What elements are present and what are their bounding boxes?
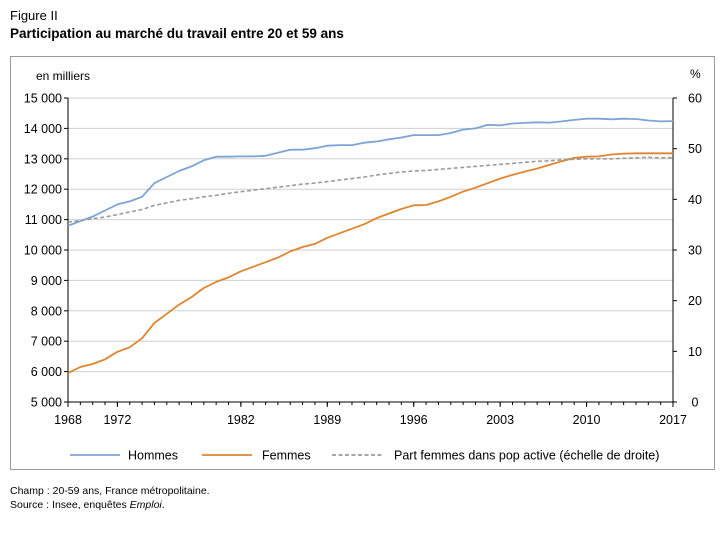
left-tick-label: 9 000 bbox=[31, 274, 62, 288]
x-tick-label: 2017 bbox=[659, 413, 687, 427]
chart-title: Participation au marché du travail entre… bbox=[10, 26, 344, 41]
x-tick-label: 1982 bbox=[227, 413, 255, 427]
right-axis-label: % bbox=[690, 67, 701, 81]
source-prefix: Source : Insee, enquêtes bbox=[10, 499, 130, 511]
source-note: Source : Insee, enquêtes Emploi. bbox=[10, 498, 210, 512]
champ-note: Champ : 20-59 ans, France métropolitaine… bbox=[10, 485, 210, 497]
right-tick-label: 50 bbox=[688, 142, 702, 156]
series-lines bbox=[67, 117, 674, 374]
x-tick-label: 1972 bbox=[103, 413, 131, 427]
left-tick-label: 8 000 bbox=[31, 304, 62, 318]
left-tick-label: 12 000 bbox=[24, 183, 62, 197]
right-tick-label: 30 bbox=[688, 244, 702, 258]
left-tick-label: 5 000 bbox=[31, 396, 62, 410]
notes: Champ : 20-59 ans, France métropolitaine… bbox=[10, 484, 210, 512]
right-tick-label: 0 bbox=[692, 396, 699, 410]
series-femmes-line bbox=[67, 152, 673, 374]
chart-frame bbox=[10, 56, 715, 470]
x-tick-label: 1996 bbox=[400, 413, 428, 427]
legend-label-part: Part femmes dans pop active (échelle de … bbox=[394, 449, 659, 463]
figure-label: Figure II bbox=[10, 8, 58, 23]
x-tick-label: 2010 bbox=[573, 413, 601, 427]
series-part-line bbox=[67, 156, 673, 223]
right-tick-label: 10 bbox=[688, 345, 702, 359]
right-tick-label: 60 bbox=[688, 92, 702, 106]
source-suffix: . bbox=[161, 499, 165, 511]
x-tick-label: 1989 bbox=[313, 413, 341, 427]
left-tick-label: 11 000 bbox=[25, 213, 62, 227]
left-tick-label: 7 000 bbox=[31, 335, 62, 349]
left-tick-label: 10 000 bbox=[24, 244, 62, 258]
legend-label-femmes: Femmes bbox=[262, 449, 311, 463]
grid-lines bbox=[68, 97, 673, 373]
x-tick-label: 2003 bbox=[486, 413, 514, 427]
series-hommes-line bbox=[67, 117, 674, 227]
left-tick-label: 14 000 bbox=[24, 122, 62, 136]
axes bbox=[64, 97, 677, 407]
left-tick-label: 6 000 bbox=[31, 365, 62, 379]
tick-labels: 5 000 6 000 7 000 8 000 9 000 10 000 11 000 12 … bbox=[24, 92, 702, 428]
legend: Hommes Femmes Part femmes dans pop active … bbox=[70, 449, 659, 463]
left-axis-label: en milliers bbox=[36, 69, 90, 83]
left-tick-label: 15 000 bbox=[24, 92, 62, 106]
right-tick-label: 20 bbox=[688, 294, 702, 308]
right-tick-label: 40 bbox=[688, 193, 702, 207]
x-tick-label: 1968 bbox=[54, 413, 82, 427]
legend-label-hommes: Hommes bbox=[128, 449, 178, 463]
source-emphasis: Emploi bbox=[129, 499, 162, 511]
left-tick-label: 13 000 bbox=[24, 152, 62, 166]
